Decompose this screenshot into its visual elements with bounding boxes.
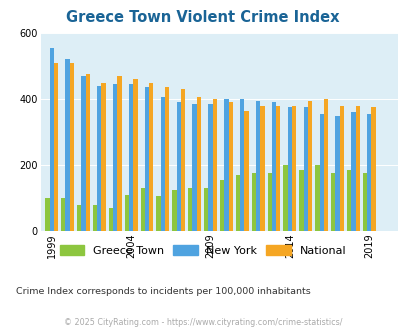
Bar xyxy=(228,102,232,231)
Bar xyxy=(355,106,359,231)
Bar xyxy=(85,74,90,231)
Bar xyxy=(140,188,145,231)
Bar xyxy=(271,102,275,231)
Bar xyxy=(267,173,271,231)
Bar xyxy=(260,106,264,231)
Bar xyxy=(160,97,164,231)
Bar xyxy=(117,76,121,231)
Bar xyxy=(188,188,192,231)
Bar xyxy=(339,106,343,231)
Bar xyxy=(371,107,375,231)
Bar xyxy=(204,188,208,231)
Bar xyxy=(366,114,371,231)
Bar xyxy=(335,115,339,231)
Text: Crime Index corresponds to incidents per 100,000 inhabitants: Crime Index corresponds to incidents per… xyxy=(16,287,310,296)
Bar xyxy=(129,84,133,231)
Bar xyxy=(49,48,54,231)
Bar xyxy=(323,99,327,231)
Bar xyxy=(283,165,287,231)
Bar xyxy=(307,101,311,231)
Bar xyxy=(65,59,70,231)
Bar xyxy=(346,170,350,231)
Bar xyxy=(164,87,169,231)
Bar xyxy=(208,104,212,231)
Legend: Greece Town, New York, National: Greece Town, New York, National xyxy=(55,240,350,260)
Bar xyxy=(97,86,101,231)
Bar xyxy=(298,170,303,231)
Bar xyxy=(330,173,335,231)
Bar xyxy=(291,106,296,231)
Bar xyxy=(192,104,196,231)
Bar xyxy=(196,97,200,231)
Bar xyxy=(287,107,291,231)
Text: © 2025 CityRating.com - https://www.cityrating.com/crime-statistics/: © 2025 CityRating.com - https://www.city… xyxy=(64,318,341,327)
Bar xyxy=(77,205,81,231)
Bar xyxy=(156,196,160,231)
Text: Greece Town Violent Crime Index: Greece Town Violent Crime Index xyxy=(66,10,339,25)
Bar xyxy=(350,112,355,231)
Bar xyxy=(45,198,49,231)
Bar xyxy=(239,99,244,231)
Bar xyxy=(235,175,239,231)
Bar xyxy=(275,106,280,231)
Bar xyxy=(256,101,260,231)
Bar xyxy=(224,99,228,231)
Bar xyxy=(61,198,65,231)
Bar xyxy=(172,190,176,231)
Bar xyxy=(362,173,366,231)
Bar xyxy=(101,82,106,231)
Bar xyxy=(244,111,248,231)
Bar xyxy=(70,63,74,231)
Bar xyxy=(113,84,117,231)
Bar xyxy=(81,76,85,231)
Bar xyxy=(109,208,113,231)
Bar xyxy=(220,180,224,231)
Bar xyxy=(181,89,185,231)
Bar xyxy=(251,173,256,231)
Bar xyxy=(145,87,149,231)
Bar xyxy=(149,82,153,231)
Bar xyxy=(314,165,319,231)
Bar xyxy=(176,102,181,231)
Bar xyxy=(54,63,58,231)
Bar xyxy=(212,99,216,231)
Bar xyxy=(93,205,97,231)
Bar xyxy=(319,114,323,231)
Bar xyxy=(133,79,137,231)
Bar xyxy=(303,107,307,231)
Bar xyxy=(124,195,129,231)
